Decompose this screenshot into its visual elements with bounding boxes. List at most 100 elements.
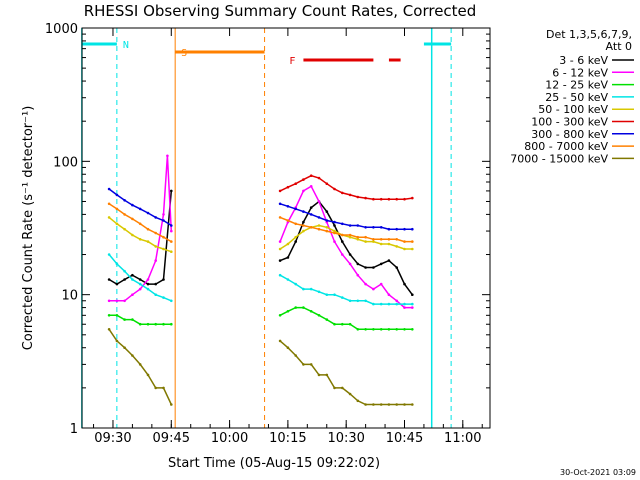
series-point-5-3 (302, 178, 305, 181)
series-point-4-23 (387, 242, 391, 246)
series-point-8-13 (309, 363, 313, 366)
y-tick-label-2: 100 (53, 155, 78, 170)
series-point-3-0 (107, 253, 111, 256)
series-point-0-22 (379, 262, 383, 266)
y-axis-label: Corrected Count Rate (s⁻¹ detector⁻¹) (21, 106, 36, 351)
series-point-0-4 (138, 278, 142, 281)
series-point-8-22 (379, 403, 383, 406)
x-tick-label-6: 11:00 (444, 431, 481, 446)
series-point-0-8 (170, 189, 173, 193)
series-point-8-14 (317, 373, 321, 377)
series-point-8-15 (325, 373, 329, 377)
series-point-0-12 (302, 220, 305, 224)
series-point-2-21 (372, 328, 375, 331)
series-point-1-4 (138, 287, 142, 291)
series-point-2-9 (278, 314, 282, 317)
series-point-5-4 (309, 174, 313, 177)
series-point-7-2 (123, 213, 126, 216)
series-point-7-16 (333, 231, 336, 235)
series-point-6-25 (403, 227, 406, 231)
series-point-5-15 (395, 197, 399, 201)
series-point-4-6 (154, 245, 157, 248)
x-tick-label-1: 09:45 (153, 431, 190, 446)
series-point-6-0 (107, 187, 111, 191)
series-point-0-18 (348, 253, 352, 256)
series-point-2-3 (131, 318, 134, 321)
series-point-7-17 (341, 233, 344, 237)
series-point-5-11 (364, 196, 367, 200)
series-point-6-16 (333, 220, 336, 224)
series-point-3-8 (170, 299, 173, 303)
series-point-6-7 (162, 219, 165, 222)
series-point-1-22 (372, 287, 375, 291)
series-point-8-5 (146, 373, 150, 377)
series-line-1-seg-0 (109, 155, 173, 302)
series-point-2-2 (123, 318, 126, 321)
x-tick-label-3: 10:15 (269, 431, 306, 446)
series-point-5-17 (411, 196, 414, 200)
series-point-5-16 (403, 197, 406, 201)
legend-entry-6: 300 - 800 keV (531, 128, 608, 141)
series-point-0-17 (341, 240, 344, 243)
series-point-4-1 (115, 222, 119, 226)
series-point-1-10 (278, 240, 282, 243)
series-point-7-6 (154, 231, 157, 235)
series-point-1-27 (411, 306, 414, 309)
series-point-1-17 (333, 240, 336, 243)
series-lines (107, 154, 414, 406)
series-point-2-23 (387, 328, 391, 331)
series-point-3-13 (309, 287, 313, 291)
series-point-8-21 (372, 403, 375, 406)
legend-entry-2: 12 - 25 keV (545, 79, 608, 92)
series-point-7-21 (372, 238, 375, 241)
series-point-0-25 (403, 282, 406, 286)
series-point-6-2 (123, 199, 126, 202)
legend-header-0: Det 1,3,5,6,7,9, (546, 28, 632, 41)
series-point-3-22 (379, 302, 383, 306)
series-point-4-4 (138, 238, 142, 241)
series-point-8-11 (294, 354, 298, 357)
series-point-7-5 (146, 227, 150, 231)
series-point-2-10 (286, 310, 290, 313)
series-point-7-0 (107, 202, 111, 206)
series-point-8-23 (387, 403, 391, 406)
series-point-2-20 (364, 328, 367, 331)
y-tick-label-0: 1 (70, 422, 78, 437)
series-point-3-4 (138, 282, 142, 286)
series-point-3-24 (395, 302, 399, 306)
series-point-5-0 (278, 189, 282, 193)
legend-entry-3: 25 - 50 keV (545, 91, 608, 104)
series-line-4-seg-1 (279, 224, 413, 250)
series-point-8-3 (131, 354, 134, 357)
series-point-4-19 (356, 238, 360, 241)
series-point-6-11 (294, 207, 298, 211)
series-point-6-9 (278, 202, 282, 206)
series-point-4-9 (278, 247, 282, 251)
series-point-2-7 (162, 322, 165, 326)
series-point-4-25 (403, 247, 406, 251)
series-point-7-19 (356, 235, 360, 239)
series-point-6-8 (170, 224, 173, 227)
series-point-3-14 (317, 290, 321, 294)
series-point-6-26 (411, 227, 414, 231)
series-point-0-6 (154, 282, 157, 286)
series-point-7-1 (115, 207, 119, 211)
series-point-7-18 (348, 233, 352, 237)
series-point-2-6 (154, 322, 157, 326)
series-point-1-6 (154, 259, 157, 262)
x-tick-label-0: 09:30 (94, 431, 131, 446)
series-point-4-15 (325, 226, 329, 229)
series-point-2-11 (294, 306, 298, 309)
series-point-1-3 (131, 293, 134, 297)
series-point-4-0 (107, 216, 111, 219)
legend-header-1: Att 0 (606, 40, 632, 53)
series-point-3-25 (403, 302, 406, 306)
series-point-8-24 (395, 403, 399, 406)
series-point-4-2 (123, 227, 126, 231)
series-point-5-7 (333, 187, 336, 191)
legend-entry-8: 7000 - 15000 keV (510, 152, 608, 165)
flag-N-label: N (123, 40, 129, 51)
series-point-5-5 (317, 176, 321, 180)
